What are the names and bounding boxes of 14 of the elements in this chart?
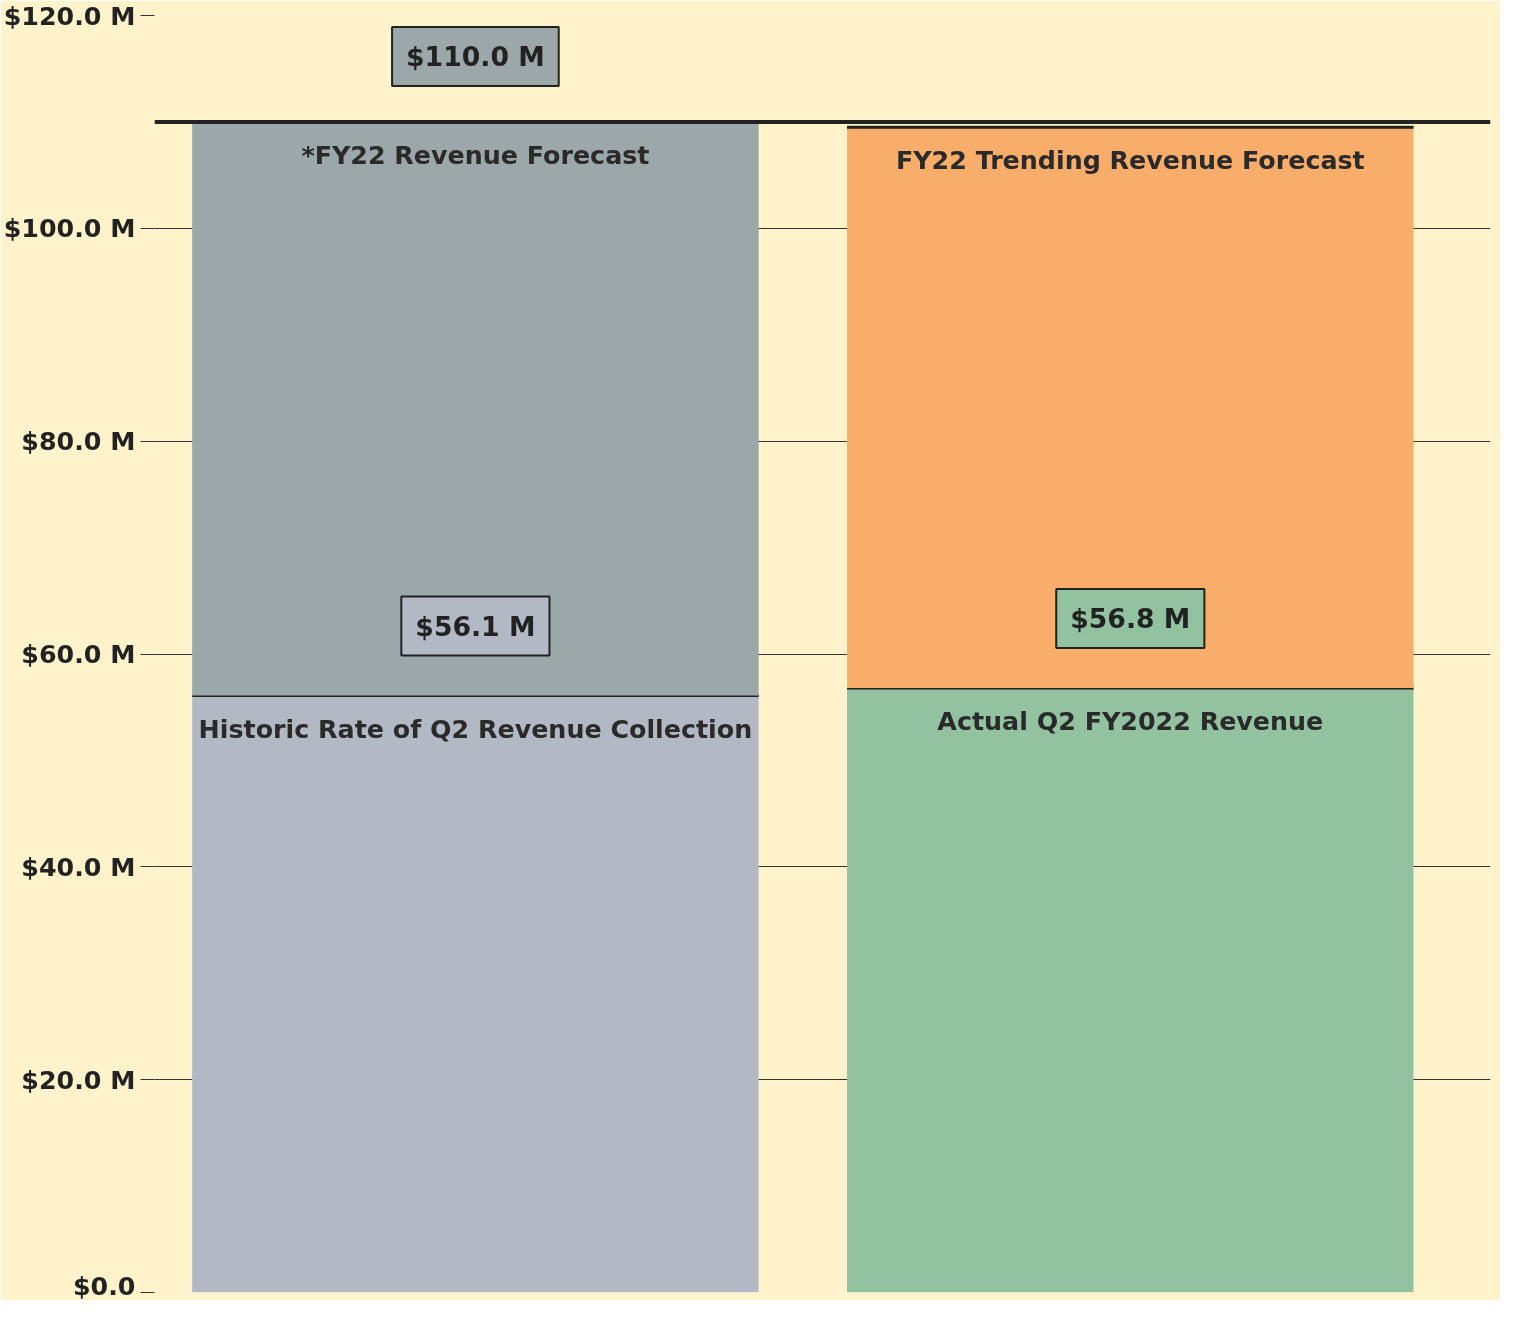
y-tick-label: $0.0 [73, 1270, 136, 1301]
y-tick-label: $40.0 M [21, 851, 136, 882]
data-label: $56.1 M [415, 610, 536, 642]
series-label: Historic Rate of Q2 Revenue Collection [198, 713, 753, 744]
data-label: $56.8 M [1070, 603, 1191, 635]
y-tick-label: $20.0 M [21, 1064, 136, 1095]
total-label: $110.0 M [406, 40, 545, 72]
y-tick-label: $120.0 M [3, 0, 136, 31]
series-label: FY22 Trending Revenue Forecast [895, 145, 1365, 176]
y-tick-label: $100.0 M [3, 213, 136, 244]
series-label: Actual Q2 FY2022 Revenue [937, 706, 1324, 737]
series-label: *FY22 Revenue Forecast [301, 139, 650, 170]
y-tick-label: $60.0 M [21, 639, 136, 669]
y-tick-label: $80.0 M [21, 426, 136, 457]
